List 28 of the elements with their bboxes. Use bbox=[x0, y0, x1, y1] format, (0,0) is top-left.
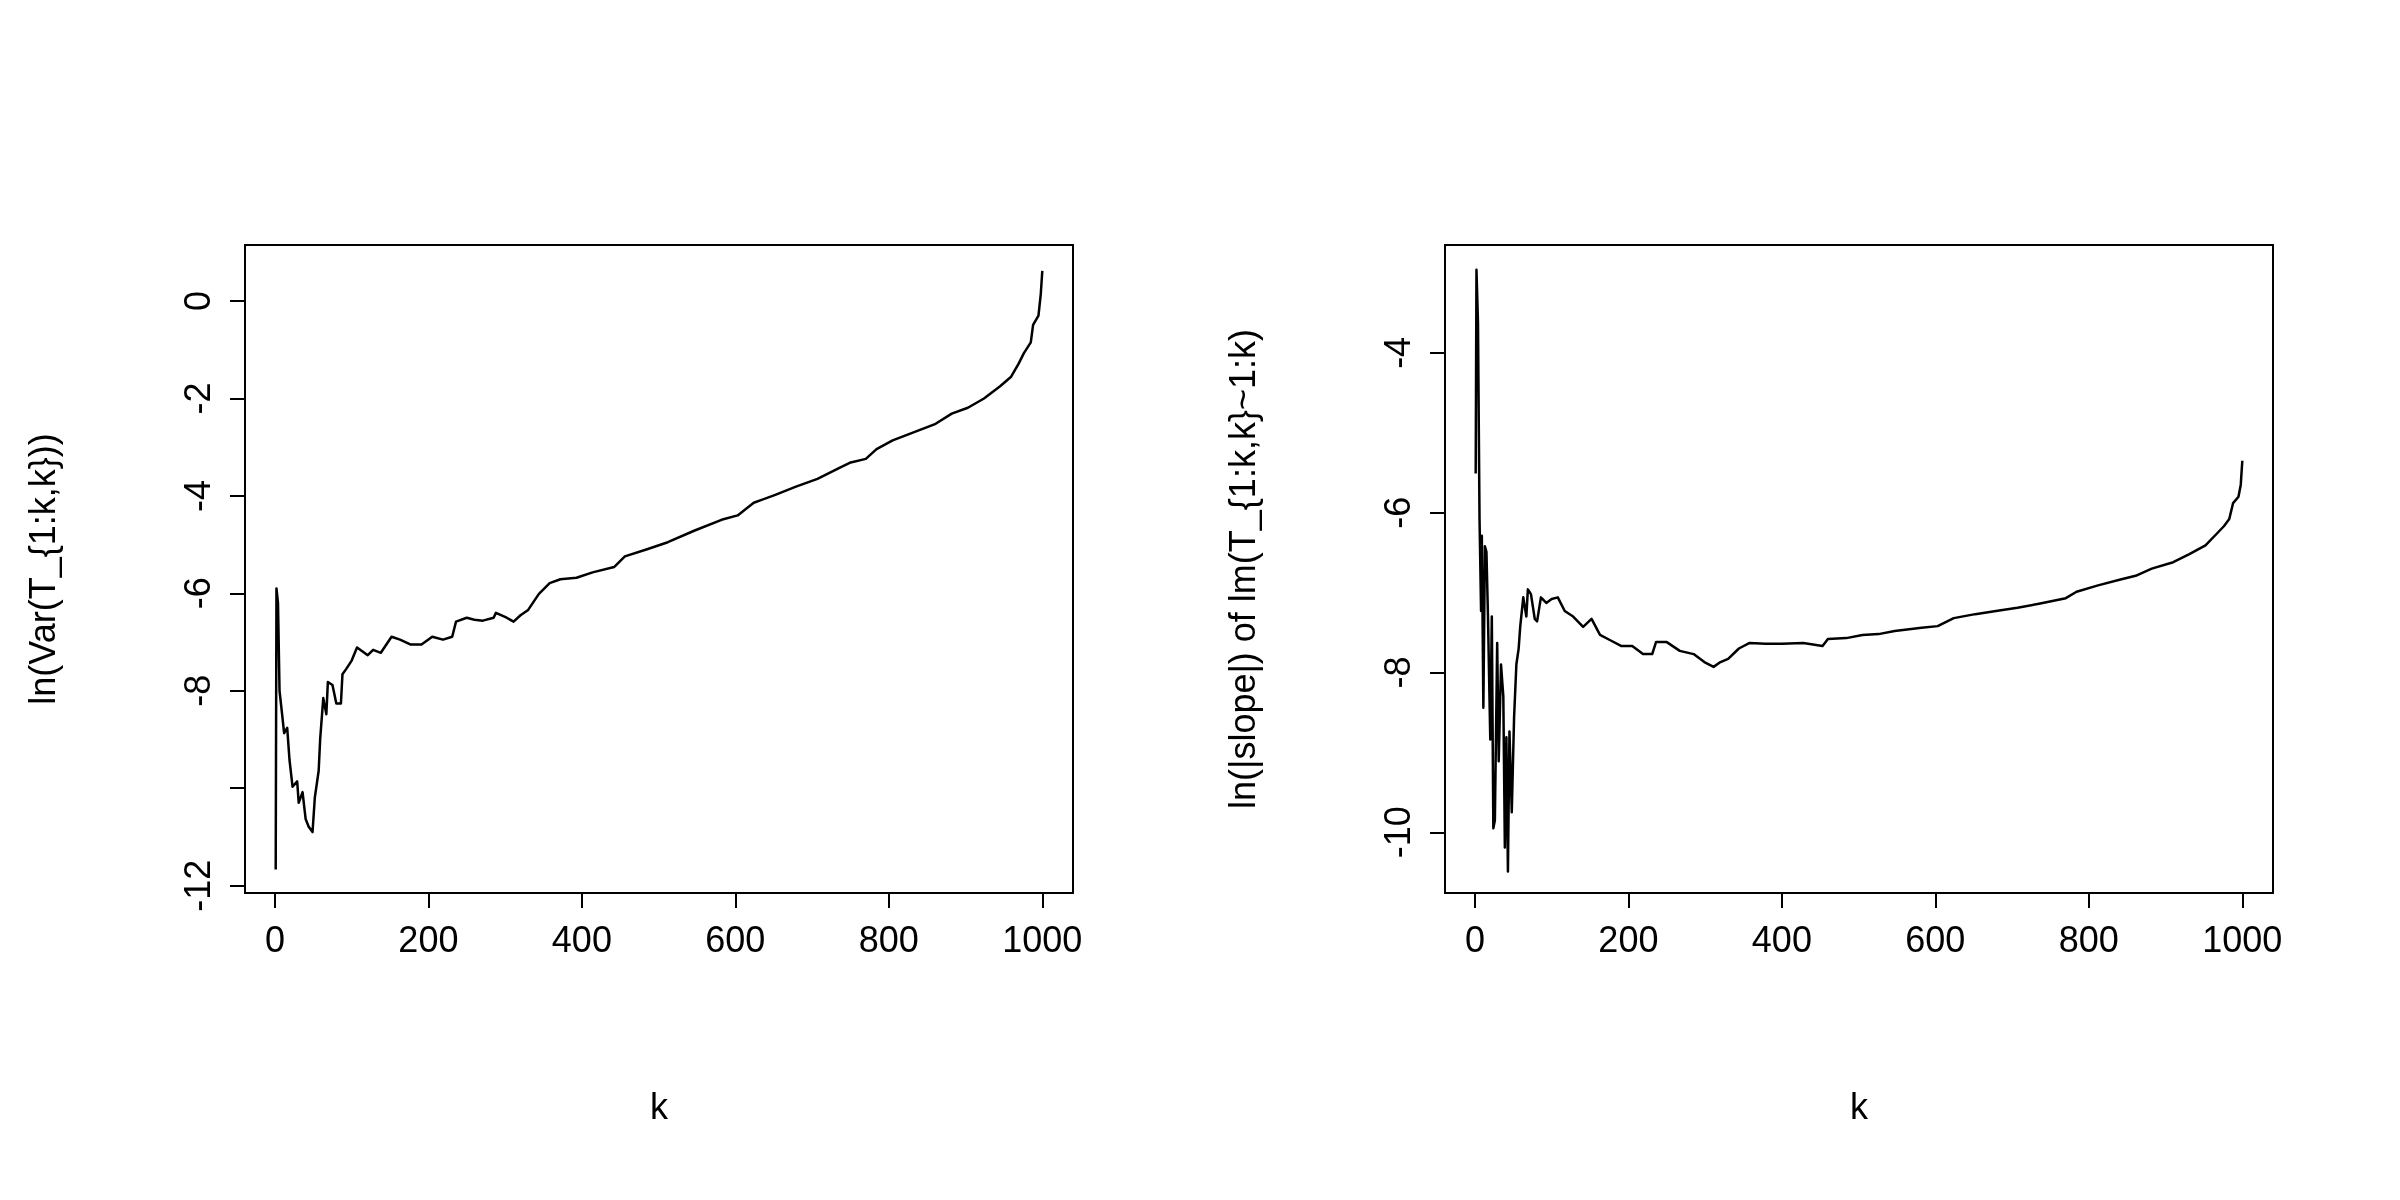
x-tick-label: 800 bbox=[858, 918, 919, 960]
x-tick-label: 600 bbox=[705, 918, 766, 960]
y-tick-label: -2 bbox=[176, 382, 218, 415]
x-tick-label: 1000 bbox=[1002, 918, 1083, 960]
y-axis-title: ln(Var(T_{1:k,k})) bbox=[21, 433, 63, 705]
y-tick-label: -6 bbox=[176, 577, 218, 610]
x-tick-label: 200 bbox=[1598, 918, 1659, 960]
x-tick-label: 400 bbox=[551, 918, 612, 960]
y-tick-label: -12 bbox=[176, 859, 218, 912]
y-tick-label: 0 bbox=[176, 291, 218, 312]
y-tick-label: -6 bbox=[1376, 496, 1418, 529]
y-tick-label: -4 bbox=[1376, 336, 1418, 369]
y-tick-label: -4 bbox=[176, 479, 218, 512]
x-tick-label: 200 bbox=[398, 918, 459, 960]
y-axis-title: ln(|slope|) of lm(T_{1:k,k}~1:k) bbox=[1221, 329, 1263, 809]
x-tick-label: 0 bbox=[1464, 918, 1485, 960]
x-tick-label: 0 bbox=[264, 918, 285, 960]
x-axis-title: k bbox=[650, 1085, 669, 1127]
x-tick-label: 400 bbox=[1751, 918, 1812, 960]
line-series bbox=[274, 269, 1044, 871]
x-axis-title: k bbox=[1850, 1085, 1869, 1127]
x-tick-label: 1000 bbox=[2202, 918, 2283, 960]
y-tick-label: -8 bbox=[176, 674, 218, 707]
line-series bbox=[1474, 268, 2244, 873]
y-tick-label: -10 bbox=[1376, 806, 1418, 859]
x-tick-label: 800 bbox=[2058, 918, 2119, 960]
x-tick-label: 600 bbox=[1905, 918, 1966, 960]
y-tick-label: -8 bbox=[1376, 656, 1418, 689]
